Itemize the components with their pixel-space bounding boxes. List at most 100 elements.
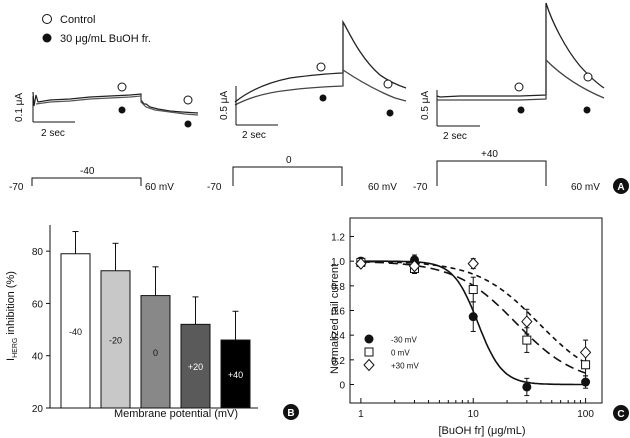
chart-c-legend-label-1: 0 mV xyxy=(391,349,410,358)
protocol-2-tail: 60 mV xyxy=(368,182,397,193)
trace-2-treated xyxy=(234,68,407,106)
panel-a-letter: A xyxy=(617,182,624,193)
panel-b-letter: B xyxy=(287,408,294,419)
trace-2-scale-label: 0.5 μA xyxy=(219,91,230,120)
chart-c-legend-label-2: +30 mV xyxy=(391,362,419,371)
chart-b-bar-4 xyxy=(220,339,251,409)
protocol-3-step: +40 xyxy=(481,149,498,160)
trace-2-control-marker xyxy=(316,62,326,72)
trace-2-control xyxy=(234,19,407,103)
chart-c-point-2-1 xyxy=(408,259,421,273)
protocol-2-waveform xyxy=(232,166,343,186)
chart-b-ylabel-sub: HERG xyxy=(12,338,19,358)
trace-3-control xyxy=(436,2,605,98)
panel-c-letter: C xyxy=(617,409,624,420)
chart-b-bar-2 xyxy=(140,295,171,409)
trace-3-scale-label: 0.5 μA xyxy=(420,91,431,120)
chart-c-ytick-label-3: 0.6 xyxy=(331,307,345,318)
chart-c-ytick-label-6: 1.2 xyxy=(331,233,345,244)
trace-3-control-marker xyxy=(514,82,524,92)
trace-panel-1: 0.1 μA 2 sec xyxy=(14,82,199,139)
trace-2-treated-marker xyxy=(319,94,327,102)
trace-1-control-marker xyxy=(117,82,127,92)
chart-b-ylabel: IHERG inhibition (%) xyxy=(5,271,19,361)
protocol-3-waveform xyxy=(436,160,547,186)
chart-c-point-0-4 xyxy=(581,377,591,387)
panel-a-badge xyxy=(613,178,629,194)
chart-b-ytick-label-3: 80 xyxy=(32,247,44,258)
chart-c-ytick-label-0: 0 xyxy=(339,381,345,392)
chart-c-point-0-3 xyxy=(522,382,532,392)
chart-c-point-1-4 xyxy=(581,360,591,370)
chart-c-ytick-label-2: 0.4 xyxy=(331,331,345,342)
trace-1-time-label: 2 sec xyxy=(41,128,65,139)
trace-2-time-label: 2 sec xyxy=(242,130,266,141)
chart-c-legend-label-0: -30 mV xyxy=(391,336,417,345)
protocol-3-tail: 60 mV xyxy=(571,182,600,193)
trace-3-treated-marker xyxy=(517,106,525,114)
trace-3-time-label: 2 sec xyxy=(443,131,467,142)
chart-c-xtick-label-1: 10 xyxy=(468,409,480,420)
trace-1-treated xyxy=(35,95,199,116)
chart-c-ylabel: Normalized tail current xyxy=(329,264,341,374)
trace-2-tail-control-marker xyxy=(383,79,393,89)
trace-1-tail-control-marker xyxy=(183,95,193,105)
protocol-3: -70 +40 60 mV xyxy=(413,149,600,193)
chart-c-point-2-0 xyxy=(355,257,367,270)
trace-panel-2: 0.5 μA 2 sec xyxy=(219,19,407,141)
chart-c-normalized-tail-current: [BuOH fr] (μg/mL) Normalized tail curren… xyxy=(329,217,629,437)
chart-c-point-1-2 xyxy=(468,285,478,295)
trace-2-tail-treated-marker xyxy=(386,109,394,117)
chart-c-xlabel: [BuOH fr] (μg/mL) xyxy=(438,425,525,437)
panel-c-badge xyxy=(613,405,629,421)
protocol-2-step: 0 xyxy=(286,155,292,166)
protocol-1-step: -40 xyxy=(80,166,95,177)
chart-b-ytick-label-1: 40 xyxy=(32,352,44,363)
protocol-1: -70 -40 60 mV xyxy=(9,166,174,193)
chart-c-point-2-3 xyxy=(521,315,533,328)
legend-treated-marker xyxy=(42,33,52,43)
chart-c-point-2-2 xyxy=(467,257,479,270)
trace-1-scale-label: 0.1 μA xyxy=(14,93,25,122)
chart-b-bar-3 xyxy=(180,323,211,409)
chart-b-ytick-label-2: 60 xyxy=(32,299,44,310)
trace-1-treated-marker xyxy=(118,106,126,114)
chart-b-bar-label-3: +20 xyxy=(188,362,203,372)
trace-1-control xyxy=(32,91,199,114)
chart-b-ihrg-inhibition: Membrane potential (mV) IHERG inhibition… xyxy=(5,225,299,420)
trace-panel-3: 0.5 μA 2 sec xyxy=(420,2,605,142)
trace-3-tail-treated-marker xyxy=(583,106,591,114)
chart-b-bar-label-4: +40 xyxy=(228,370,243,380)
chart-b-bar-1 xyxy=(100,270,131,409)
chart-b-xlabel: Membrane potential (mV) xyxy=(114,408,238,420)
chart-b-ytick-label-0: 20 xyxy=(32,404,44,415)
chart-b-ylabel-rest: inhibition (%) xyxy=(5,271,17,338)
trace-1-tail-treated-marker xyxy=(184,120,192,128)
chart-c-ytick-label-1: 0.2 xyxy=(331,356,345,367)
protocol-2-holding: -70 xyxy=(207,182,222,193)
protocol-2: -70 0 60 mV xyxy=(207,155,397,193)
chart-c-legend-marker-0 xyxy=(364,334,374,344)
chart-c-fit-2 xyxy=(360,260,587,364)
protocol-1-tail: 60 mV xyxy=(145,182,174,193)
chart-c-point-2-4 xyxy=(579,346,592,359)
legend-treated-label: 30 μg/mL BuOH fr. xyxy=(60,33,151,45)
chart-c-point-0-2 xyxy=(468,312,478,322)
chart-c-legend-marker-1 xyxy=(364,347,374,357)
legend-control-label: Control xyxy=(60,14,95,26)
panel-b-badge xyxy=(283,404,299,420)
chart-c-legend-marker-2 xyxy=(363,358,375,372)
legend-control-marker xyxy=(42,14,52,24)
chart-c-point-1-3 xyxy=(522,335,532,345)
chart-c-xtick-label-0: 1 xyxy=(358,409,364,420)
panel-a: Control 30 μg/mL BuOH fr. 0.1 μA 2 sec xyxy=(9,2,629,194)
protocol-1-waveform xyxy=(31,177,142,186)
chart-c-ytick-label-4: 0.8 xyxy=(331,282,345,293)
chart-c-ytick-label-5: 1.0 xyxy=(331,257,345,268)
chart-b-bar-0 xyxy=(60,253,91,409)
chart-b-bar-label-1: -20 xyxy=(109,335,122,345)
chart-c-frame xyxy=(349,217,603,404)
chart-b-bar-label-2: 0 xyxy=(153,348,158,358)
chart-b-ylabel-main: I xyxy=(5,358,17,361)
